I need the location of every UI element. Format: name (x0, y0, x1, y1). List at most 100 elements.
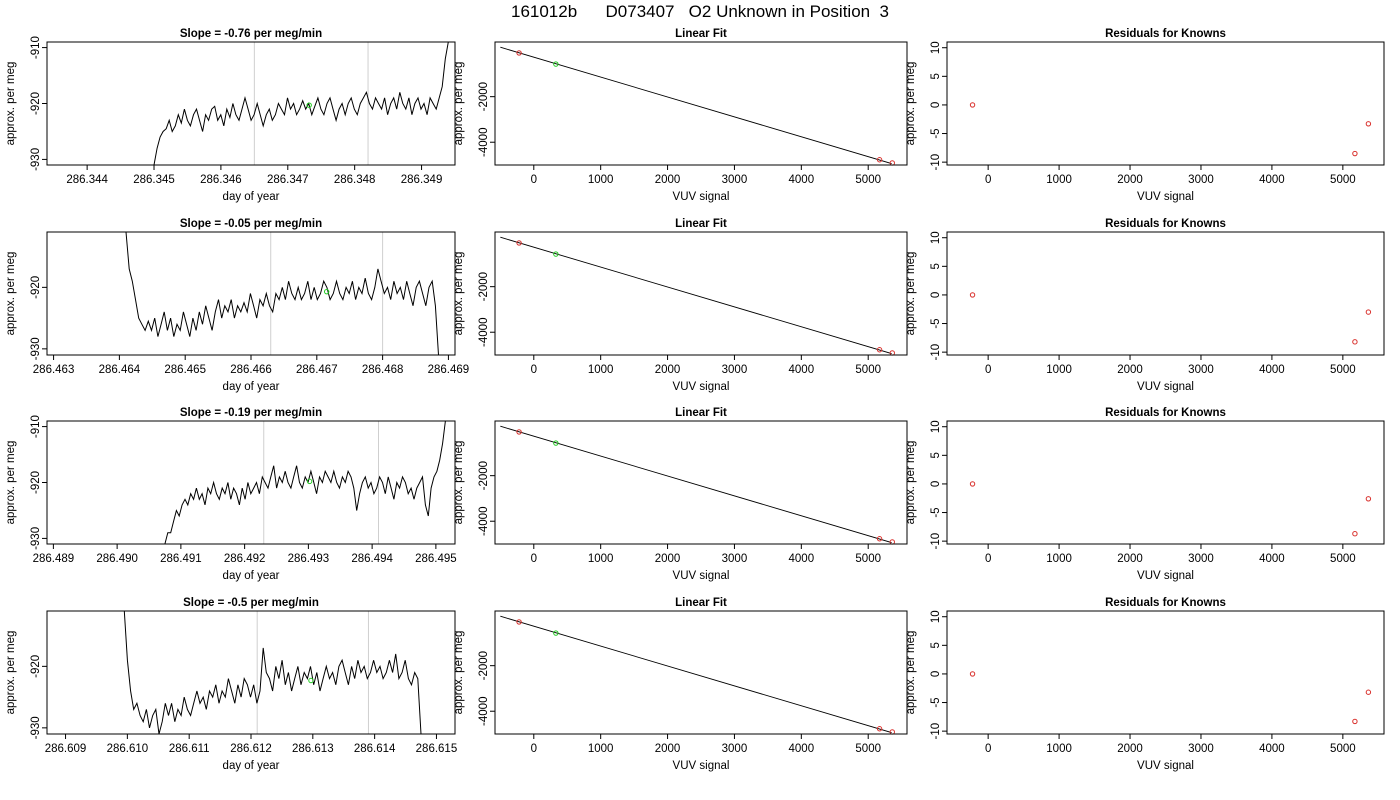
y-tick-label: -10 (930, 154, 942, 171)
x-tick-label: 5000 (855, 174, 881, 186)
y-axis-label: approx. per meg (905, 252, 917, 336)
known-standard-point (876, 347, 883, 353)
x-axis-label: day of year (223, 191, 280, 203)
known-standard-point (516, 240, 522, 246)
y-tick-label: -930 (30, 337, 42, 360)
plot-frame (946, 41, 1385, 166)
plot-title: Residuals for Knowns (1105, 407, 1226, 419)
x-tick-label: 5000 (1330, 364, 1356, 376)
plot-panel-time-series-row-4: Slope = -0.5 per meg/min 286.609 286.610 28… (5, 597, 457, 772)
plot-title: Slope = -0.76 per meg/min (180, 28, 322, 40)
plot-panel-residuals-row-4: Residuals for Knowns 0 1000 2000 3000 4000 500… (905, 597, 1385, 772)
y-tick-label: 0 (930, 671, 942, 677)
plot-panel-linear-fit-row-3: Linear Fit 0 1000 2000 3000 4000 5000 -2000 -400… (453, 407, 908, 582)
y-tick-label: -10 (930, 533, 942, 550)
x-tick-label: 5000 (1330, 174, 1356, 186)
y-tick-label: -2000 (478, 461, 490, 490)
x-tick-label: 286.610 (107, 743, 149, 755)
y-tick-label: 0 (930, 292, 942, 298)
x-tick-label: 286.615 (416, 743, 458, 755)
known-standard-point (1365, 309, 1372, 315)
x-tick-label: 286.347 (267, 174, 309, 186)
known-standard-point (969, 292, 976, 298)
y-tick-label: 0 (930, 481, 942, 487)
plot-panel-time-series-row-2: Slope = -0.05 per meg/min 286.463 286.464 2… (5, 218, 469, 393)
known-standard-point (876, 157, 883, 163)
y-tick-label: -930 (30, 148, 42, 171)
x-tick-label: 1000 (588, 174, 614, 186)
y-tick-label: 5 (930, 452, 942, 458)
known-standard-point (876, 536, 883, 542)
y-tick-label: -910 (30, 415, 42, 438)
known-standard-point (516, 429, 522, 435)
x-tick-label: 4000 (1259, 174, 1285, 186)
x-tick-label: 2000 (1117, 553, 1143, 565)
x-tick-label: 286.494 (351, 553, 393, 565)
x-tick-label: 5000 (1330, 743, 1356, 755)
x-axis-label: VUV signal (1137, 570, 1194, 582)
x-tick-label: 1000 (588, 743, 614, 755)
x-tick-label: 286.490 (96, 553, 138, 565)
x-tick-label: 0 (531, 364, 537, 376)
y-axis-label: approx. per meg (5, 441, 17, 525)
unknown-sample-point (553, 61, 559, 67)
time-series-trace (125, 232, 439, 355)
x-tick-label: 286.349 (401, 174, 443, 186)
x-tick-label: 4000 (789, 743, 815, 755)
x-tick-label: 5000 (855, 553, 881, 565)
x-tick-label: 3000 (722, 553, 748, 565)
x-tick-label: 286.466 (230, 364, 272, 376)
y-axis-label: approx. per meg (905, 62, 917, 146)
x-tick-label: 3000 (722, 743, 748, 755)
plot-title: Residuals for Knowns (1105, 218, 1226, 230)
plot-title: Residuals for Knowns (1105, 28, 1226, 40)
x-tick-label: 286.611 (169, 743, 210, 755)
plot-title: Linear Fit (675, 407, 727, 419)
plot-frame (494, 231, 908, 356)
plot-frame (46, 420, 456, 545)
y-tick-label: 0 (930, 102, 942, 108)
plot-frame (494, 610, 908, 735)
x-tick-label: 4000 (1259, 743, 1285, 755)
y-axis-label: approx. per meg (905, 631, 917, 715)
y-tick-label: -4000 (478, 318, 490, 347)
y-tick-label: -10 (930, 723, 942, 740)
y-tick-label: -4000 (478, 507, 490, 536)
y-tick-label: -4000 (478, 128, 490, 157)
x-tick-label: 286.468 (362, 364, 404, 376)
fit-line (500, 46, 892, 165)
y-tick-label: 10 (930, 610, 942, 623)
x-axis-label: day of year (223, 760, 280, 772)
x-tick-label: 286.493 (288, 553, 330, 565)
x-tick-label: 286.489 (33, 553, 75, 565)
plot-panel-time-series-row-3: Slope = -0.19 per meg/min 286.489 286.490 2… (5, 407, 457, 582)
plot-panel-linear-fit-row-2: Linear Fit 0 1000 2000 3000 4000 5000 -2000 -400… (453, 218, 908, 393)
unknown-sample-point (553, 630, 559, 636)
x-tick-label: 286.495 (415, 553, 457, 565)
unknown-sample-point (323, 288, 330, 295)
x-axis-label: VUV signal (673, 760, 730, 772)
plot-frame (46, 41, 456, 166)
x-axis-label: VUV signal (1137, 381, 1194, 393)
plot-panel-residuals-row-3: Residuals for Knowns 0 1000 2000 3000 4000 500… (905, 407, 1385, 582)
x-tick-label: 286.346 (200, 174, 242, 186)
plot-frame (494, 41, 908, 166)
y-axis-label: approx. per meg (453, 62, 465, 146)
x-tick-label: 1000 (1046, 553, 1072, 565)
x-tick-label: 3000 (1188, 174, 1214, 186)
known-standard-point (516, 50, 522, 56)
plot-frame (46, 231, 456, 356)
x-axis-label: VUV signal (1137, 191, 1194, 203)
x-tick-label: 0 (985, 174, 991, 186)
known-standard-point (969, 671, 976, 677)
x-tick-label: 0 (985, 553, 991, 565)
known-standard-point (1352, 531, 1358, 537)
x-tick-label: 4000 (789, 364, 815, 376)
y-tick-label: -920 (30, 276, 42, 299)
x-tick-label: 0 (985, 743, 991, 755)
fit-line (500, 236, 892, 355)
unknown-sample-point (306, 478, 313, 485)
y-tick-label: -930 (30, 527, 42, 550)
plot-title: Linear Fit (675, 28, 727, 40)
page-title: 161012b D073407 O2 Unknown in Position 3 (510, 2, 890, 21)
